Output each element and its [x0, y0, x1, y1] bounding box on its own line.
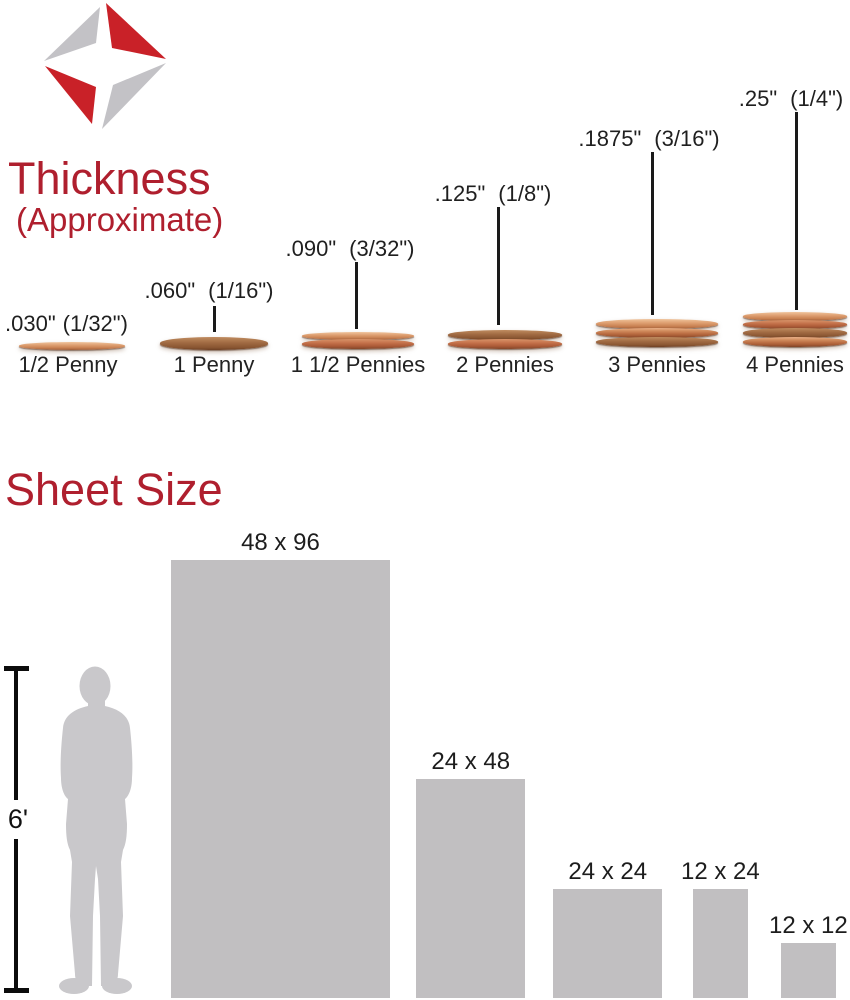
- sheet-bar-label: 24 x 48: [431, 748, 511, 776]
- leader-line: [355, 262, 358, 329]
- sheet-size-title: Sheet Size: [5, 464, 223, 515]
- human-silhouette: [59, 666, 133, 994]
- logo-gray-se-triangle: [102, 63, 166, 129]
- penny-coin: [743, 328, 847, 338]
- penny-coin: [302, 339, 414, 349]
- thickness-value-label: .1875" (3/16"): [578, 126, 720, 151]
- sheet-bar: [553, 888, 663, 998]
- sheet-bar: [693, 888, 748, 998]
- logo-gray-nw-triangle: [44, 7, 100, 61]
- penny-coin: [743, 320, 847, 329]
- thickness-subtitle: (Approximate): [16, 201, 224, 238]
- thickness-title: Thickness: [8, 153, 211, 204]
- penny-coin: [302, 332, 414, 340]
- penny-stack-three: [596, 319, 718, 347]
- penny-coin: [596, 319, 718, 329]
- logo-red-ne-triangle: [106, 3, 166, 59]
- penny-coin: [596, 328, 718, 338]
- leader-line: [213, 306, 216, 332]
- penny-count-label: 4 Pennies: [746, 352, 844, 377]
- measure-bottom-cap: [4, 988, 29, 993]
- thickness-value-label: .030" (1/32"): [5, 311, 128, 336]
- penny-count-label: 1 Penny: [173, 352, 255, 377]
- leader-line: [497, 207, 500, 325]
- penny-stack-two: [448, 330, 562, 349]
- penny-coin: [448, 330, 562, 340]
- sheet-bar-label: 24 x 24: [568, 857, 648, 885]
- sheet-bar-label: 12 x 12: [768, 912, 848, 940]
- leader-line: [651, 152, 654, 315]
- thickness-value-label: .060" (1/16"): [144, 278, 274, 303]
- logo-red-sw-triangle: [45, 66, 96, 124]
- sheet-bar: [781, 943, 836, 998]
- thickness-value-label: .125" (1/8"): [434, 181, 552, 206]
- penny-coin: [160, 337, 268, 350]
- penny-coin: [743, 312, 847, 321]
- sheet-bar-label: 12 x 24: [680, 857, 760, 885]
- penny-stack-half: [19, 342, 125, 350]
- sheet-bar: [171, 560, 390, 998]
- penny-count-label: 1 1/2 Pennies: [290, 352, 426, 377]
- penny-count-label: 1/2 Penny: [18, 352, 118, 377]
- sheet-bar: [416, 779, 526, 998]
- penny-count-label: 2 Pennies: [456, 352, 554, 377]
- penny-stack-four: [743, 312, 847, 347]
- penny-coin: [743, 337, 847, 347]
- penny-stack-one: [160, 337, 268, 350]
- penny-coin: [596, 337, 718, 347]
- brand-pinwheel-logo-icon: [44, 3, 166, 129]
- sheet-bar-label: 48 x 96: [241, 529, 320, 557]
- penny-coin: [448, 339, 562, 349]
- leader-line: [795, 112, 798, 310]
- penny-coin: [19, 342, 125, 350]
- thickness-value-label: .25" (1/4"): [738, 86, 844, 111]
- penny-count-label: 3 Pennies: [608, 352, 706, 377]
- penny-stack-one-and-half: [302, 332, 414, 349]
- thickness-value-label: .090" (3/32"): [285, 236, 415, 261]
- height-reference-label: 6': [0, 800, 36, 839]
